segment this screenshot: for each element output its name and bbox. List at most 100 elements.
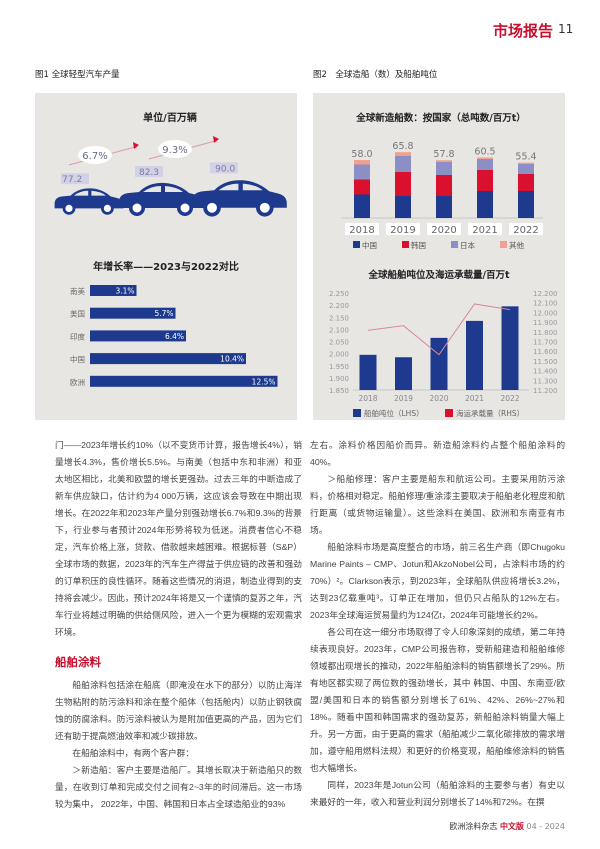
- bar-segment-韩国: [518, 174, 534, 191]
- bar-segment-韩国: [354, 179, 370, 195]
- legend-label: 海运承载量（RHS）: [456, 408, 524, 418]
- right-axis-tick: 11.700: [533, 339, 558, 347]
- bar-segment-日本: [477, 159, 493, 170]
- left-axis-tick: 1.900: [329, 375, 349, 383]
- section-title: 市场报告: [493, 22, 554, 40]
- line-series: [367, 303, 511, 356]
- value-label: 82.3: [139, 168, 159, 178]
- bar-segment-韩国: [477, 170, 493, 191]
- left-axis-tick: 1.950: [329, 363, 349, 371]
- year-label: 2018: [349, 225, 374, 236]
- right-axis-tick: 11.800: [533, 329, 558, 337]
- value-label-bg: [135, 166, 163, 177]
- chart-title: 全球新造船数：按国家（总吨数/百万t）: [355, 112, 526, 124]
- left-axis-tick: 1.850: [329, 387, 349, 395]
- bar-segment-日本: [395, 156, 411, 172]
- bar-value-label: 5.7%: [154, 309, 173, 318]
- right-column-wrapper: 左右。涂料价格因船价而异。新造船涂料约占整个船舶涂料的40%。 ＞船舶修理：客户…: [310, 437, 565, 845]
- bar-value-label: 10.4%: [220, 355, 244, 364]
- bar-value-label: 6.4%: [165, 332, 184, 341]
- paragraph: 船舶涂料市场是高度整合的市场，前三名生产商（即Chugoku Marine Pa…: [310, 542, 565, 620]
- paragraph: ＞船舶修理：客户主要是船东和航运公司。主要采用防污涂料，价格相对稳定。船舶修理/…: [310, 474, 565, 535]
- bar-segment-日本: [436, 162, 452, 175]
- value-label: 90.0: [215, 164, 235, 174]
- left-axis-tick: 2.150: [329, 314, 349, 322]
- wheel-hub: [207, 202, 217, 213]
- growth-label: 9.3%: [162, 145, 187, 156]
- right-axis-tick: 11.600: [533, 348, 558, 356]
- value-label: 77.2: [62, 175, 82, 185]
- category-label: 欧洲: [70, 377, 85, 387]
- legend-swatch: [353, 409, 361, 417]
- legend-swatch: [451, 241, 458, 248]
- right-column: 左右。涂料价格因船价而异。新造船涂料约占整个船舶涂料的40%。 ＞船舶修理：客户…: [310, 437, 565, 811]
- right-axis-tick: 12.200: [533, 290, 558, 298]
- category-label: 印度: [70, 331, 85, 341]
- year-label: 2022: [500, 394, 519, 403]
- bar-value-label: 3.1%: [115, 287, 134, 296]
- car-icon: [54, 188, 124, 215]
- car-window: [73, 190, 106, 196]
- wheel-hub: [132, 203, 142, 213]
- left-axis-tick: 2.050: [329, 339, 349, 347]
- total-label: 58.0: [351, 149, 372, 160]
- page-number: 11: [558, 22, 574, 36]
- year-label-bg: [386, 223, 420, 235]
- right-axis-tick: 11.400: [533, 368, 558, 376]
- chart-title: 全球船舶吨位及海运承载量/百万t: [367, 269, 509, 281]
- paragraph: ＞新造船：客户主要是造船厂。其增长取决于新造船只的数量，在收到订单和完成交付之间…: [55, 765, 302, 809]
- right-axis-tick: 11.500: [533, 358, 558, 366]
- bar-segment-日本: [518, 164, 534, 174]
- bar-segment-其他: [436, 160, 452, 162]
- figure-1-chart: 单位/百万辆 77.2 82.3 90.0 6.7% 9.3% 年增长率——2023与202…: [54, 111, 287, 387]
- paragraph: 门——2023年增长约10%（以不变货币计算，报告增长4%），销量增长4.3%，…: [55, 440, 302, 637]
- growth-label: 6.7%: [82, 151, 107, 162]
- value-label-bg: [209, 162, 238, 174]
- total-label: 55.4: [515, 152, 536, 163]
- legend-swatch: [445, 409, 453, 417]
- car-icon: [119, 182, 205, 216]
- bar: [90, 330, 186, 342]
- bar-segment-其他: [395, 152, 411, 156]
- category-label: 南美: [70, 286, 85, 296]
- wheel-hub: [65, 204, 73, 212]
- wheel-hub: [103, 204, 111, 212]
- legend-label: 韩国: [411, 240, 426, 250]
- wheel-hub: [180, 203, 190, 213]
- legend-swatch: [353, 241, 360, 248]
- paragraph: 左右。涂料价格因船价而异。新造船涂料约占整个船舶涂料的40%。: [310, 440, 565, 467]
- left-column: 门——2023年增长约10%（以不变货币计算，报告增长4%），销量增长4.3%，…: [55, 437, 302, 813]
- year-label: 2020: [429, 394, 448, 403]
- left-axis-tick: 2.200: [329, 302, 349, 310]
- bar-segment-中国: [518, 191, 534, 218]
- bar: [90, 375, 278, 387]
- car-icon: [192, 180, 287, 217]
- value-label-bg: [61, 173, 89, 185]
- bar: [359, 354, 377, 390]
- bar-segment-中国: [354, 194, 370, 218]
- legend-swatch: [500, 241, 507, 248]
- legend-label: 其他: [509, 240, 524, 250]
- bar-segment-其他: [354, 160, 370, 165]
- bar-segment-韩国: [436, 175, 452, 196]
- year-label-bg: [345, 223, 379, 235]
- growth-bubble: [78, 146, 112, 164]
- category-label: 美国: [70, 309, 85, 319]
- legend-label: 日本: [460, 240, 475, 250]
- year-label-bg: [468, 223, 502, 235]
- bar-segment-韩国: [395, 172, 411, 196]
- total-label: 60.5: [474, 147, 495, 158]
- car-window: [143, 186, 183, 192]
- legend-label: 船舶吨位（LHS）: [364, 408, 424, 418]
- footer: 欧洲涂料杂志 中文版 04 - 2024: [310, 821, 565, 833]
- bar: [501, 306, 519, 390]
- figure-2-panel: 全球新造船数：按国家（总吨数/百万t） 58.0 2018 65.8 2019 57.8 2…: [313, 93, 565, 420]
- left-axis-tick: 2.250: [329, 290, 349, 298]
- right-axis-tick: 11.200: [533, 387, 558, 395]
- figure-1-caption: 图1 全球轻型汽车产量: [35, 70, 120, 80]
- legend-label: 中国: [362, 240, 377, 250]
- figure-2-caption: 图2 全球造船（数）及船舶吨位: [313, 70, 438, 80]
- paragraph: 在船舶涂料中，有两个客户群：: [72, 748, 195, 758]
- right-axis-tick: 12.000: [533, 309, 558, 317]
- category-label: 中国: [70, 354, 85, 364]
